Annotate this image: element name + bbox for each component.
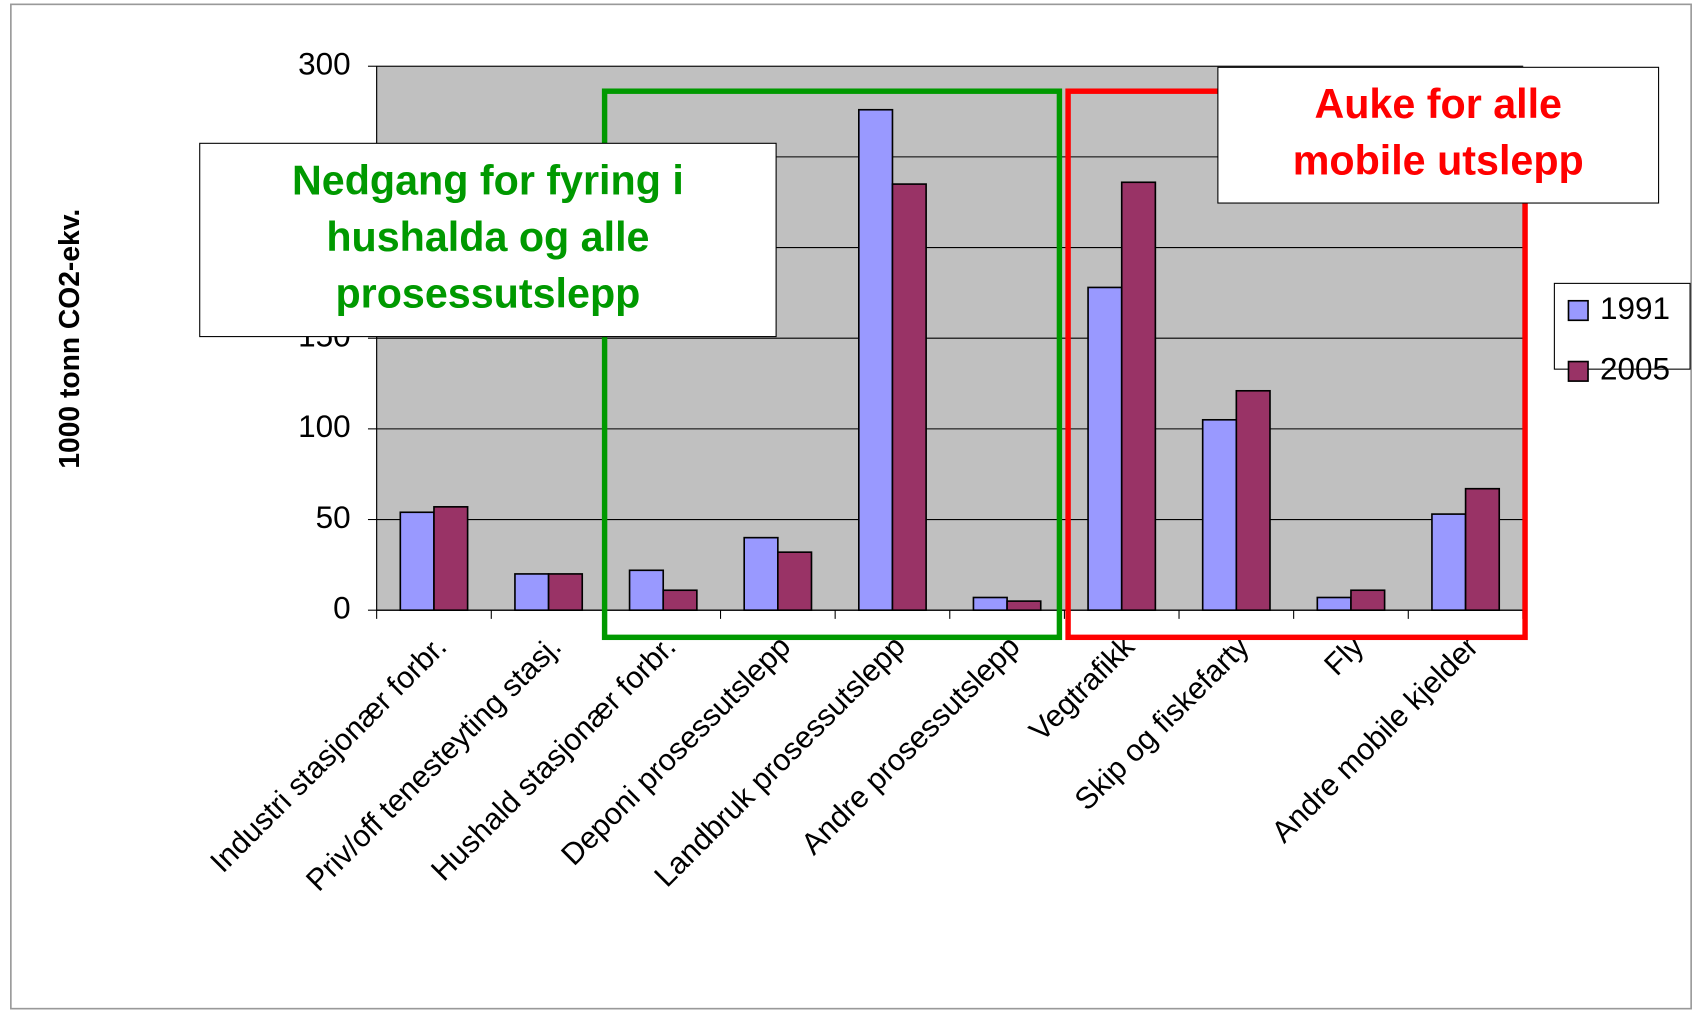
annotation-box: [199, 142, 777, 338]
bar: [743, 536, 779, 612]
annotation-box: [1217, 66, 1660, 204]
bar: [1235, 389, 1271, 612]
bar: [1087, 286, 1123, 612]
annotation-text: prosessutslepp: [335, 270, 640, 316]
annotation-text: Nedgang for fyring i: [292, 157, 684, 203]
annotation-text: Auke for alle: [1314, 81, 1562, 127]
bar: [1201, 418, 1238, 612]
legend-swatch: [1567, 299, 1589, 322]
bar: [1350, 589, 1386, 612]
annotation-text: mobile utslepp: [1293, 137, 1584, 183]
bar: [1316, 596, 1352, 612]
bar: [891, 183, 927, 612]
bar: [399, 511, 435, 612]
bar: [972, 596, 1008, 612]
legend-label: 2005: [1600, 352, 1670, 387]
y-tick-label: 50: [316, 500, 351, 535]
annotation-text: hushalda og alle: [326, 214, 649, 260]
bar: [547, 573, 584, 612]
bar: [777, 551, 813, 612]
legend-label: 1991: [1600, 291, 1670, 326]
bar: [662, 589, 698, 612]
legend-swatch: [1567, 360, 1589, 382]
y-tick-label: 100: [298, 409, 351, 444]
bar: [433, 506, 469, 612]
bar: [514, 573, 550, 612]
highlight-box: [601, 88, 1063, 641]
bar: [628, 569, 665, 612]
bar: [1006, 600, 1042, 612]
bar: [1120, 181, 1157, 612]
legend-box: [1553, 282, 1691, 370]
y-tick-label: 300: [298, 47, 351, 82]
y-axis-label: 1000 tonn CO2-ekv.: [53, 209, 85, 469]
bar: [1464, 487, 1501, 612]
y-tick-label: 0: [333, 590, 351, 625]
bar: [1431, 513, 1467, 612]
bar: [858, 108, 894, 612]
